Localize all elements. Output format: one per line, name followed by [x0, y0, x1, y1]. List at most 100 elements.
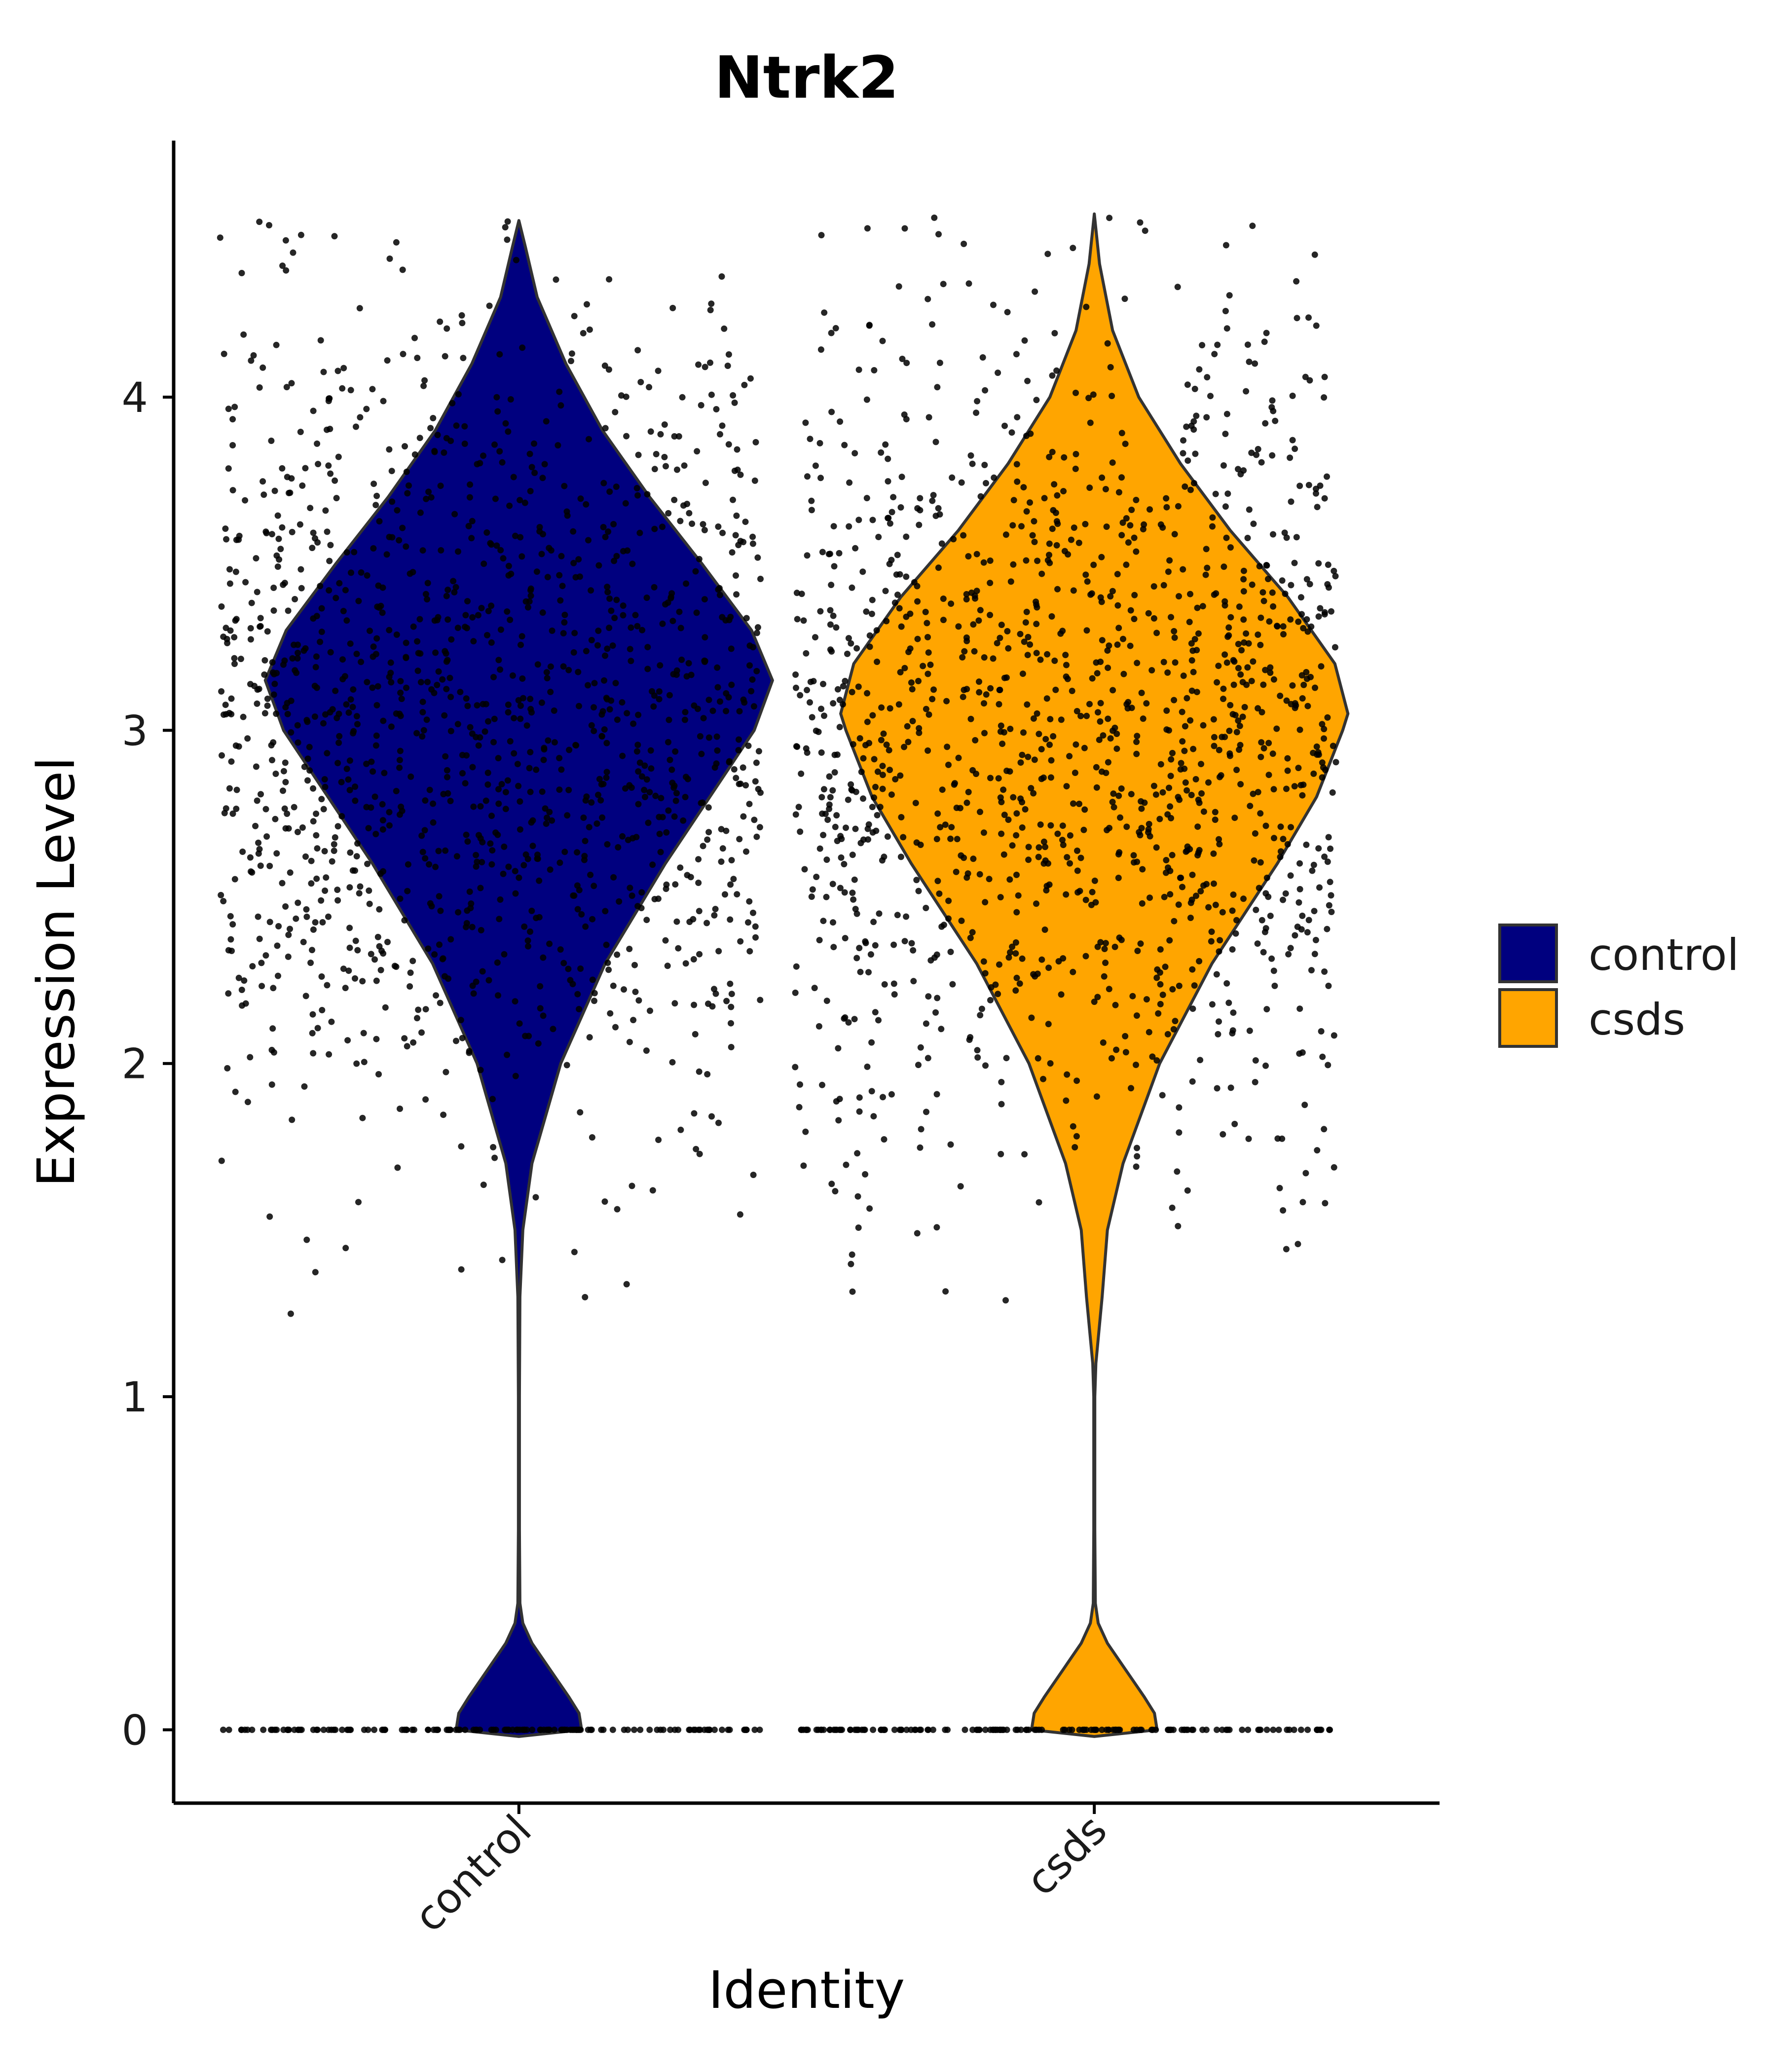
data-point: [719, 845, 726, 852]
data-point: [458, 1143, 465, 1150]
data-point: [604, 645, 611, 652]
data-point: [1100, 732, 1107, 739]
data-point: [1082, 571, 1089, 578]
data-point: [878, 704, 885, 711]
data-point: [1138, 690, 1145, 696]
data-point: [231, 655, 238, 662]
y-tick-label: 0: [122, 1706, 148, 1754]
data-point: [881, 981, 888, 988]
data-point: [1222, 431, 1229, 437]
data-point: [819, 1081, 825, 1088]
data-point: [1265, 893, 1272, 900]
data-point: [610, 874, 617, 881]
data-point: [755, 748, 762, 755]
data-point: [1331, 567, 1337, 574]
data-point: [502, 224, 509, 231]
data-point: [1094, 994, 1101, 1000]
data-point: [549, 628, 555, 634]
data-point: [287, 489, 294, 496]
data-point: [891, 599, 898, 606]
data-point: [557, 946, 564, 953]
data-point: [630, 720, 637, 727]
data-point: [1001, 422, 1008, 429]
data-point: [1328, 909, 1335, 915]
data-point: [547, 689, 554, 696]
data-point: [1153, 629, 1160, 636]
data-point: [1321, 735, 1327, 742]
data-point: [580, 814, 587, 821]
data-point: [1070, 1123, 1076, 1130]
data-point: [279, 465, 286, 472]
data-point: [490, 1144, 497, 1150]
data-point: [502, 789, 509, 796]
data-point: [1029, 532, 1036, 539]
data-point: [869, 517, 876, 523]
data-point: [463, 920, 470, 926]
data-point: [1190, 668, 1197, 675]
data-point: [1277, 848, 1284, 855]
data-point: [656, 830, 663, 837]
data-point: [589, 976, 596, 983]
data-point: [1280, 836, 1287, 843]
data-point: [898, 623, 905, 630]
data-point: [1233, 729, 1240, 736]
data-point: [1321, 394, 1328, 401]
data-point: [511, 750, 518, 757]
data-point: [1075, 539, 1082, 546]
data-point: [583, 501, 590, 508]
data-point: [488, 1726, 495, 1733]
data-point: [462, 780, 469, 787]
data-point: [1028, 1014, 1035, 1021]
data-point: [849, 689, 855, 696]
data-point: [724, 363, 731, 369]
data-point: [598, 1726, 605, 1733]
data-point: [932, 1009, 939, 1016]
data-point: [879, 857, 886, 864]
data-point: [469, 924, 476, 930]
data-point: [287, 869, 294, 876]
data-point: [643, 594, 650, 601]
data-point: [1325, 561, 1332, 568]
data-point: [527, 749, 534, 756]
data-point: [842, 935, 849, 942]
data-point: [1214, 341, 1221, 348]
data-point: [749, 644, 756, 651]
data-point: [355, 597, 362, 604]
data-point: [270, 1049, 277, 1056]
data-point: [714, 664, 721, 671]
data-point: [331, 233, 338, 240]
data-point: [563, 1062, 570, 1069]
data-point: [812, 634, 818, 641]
data-point: [539, 475, 546, 481]
data-point: [1260, 949, 1267, 956]
data-point: [310, 926, 317, 933]
data-point: [957, 1183, 964, 1190]
data-point: [1301, 1102, 1308, 1109]
data-point: [1252, 360, 1258, 367]
data-point: [987, 580, 994, 587]
data-point: [945, 761, 952, 768]
data-point: [933, 1091, 940, 1098]
data-point: [832, 325, 839, 332]
data-point: [1197, 1057, 1204, 1064]
data-point: [1240, 588, 1247, 595]
data-point: [275, 923, 282, 929]
data-point: [864, 1063, 871, 1070]
data-point: [313, 875, 320, 882]
data-point: [1153, 1057, 1160, 1064]
data-point: [1060, 842, 1067, 849]
data-point: [635, 768, 642, 775]
data-point: [1297, 782, 1304, 788]
data-point: [326, 1051, 333, 1058]
data-point: [800, 1162, 807, 1169]
data-point: [721, 325, 728, 332]
data-point: [792, 671, 799, 678]
data-point: [458, 1266, 465, 1273]
data-point: [848, 640, 854, 647]
data-point: [256, 935, 263, 942]
data-point: [1157, 1000, 1164, 1007]
data-point: [851, 876, 858, 883]
data-point: [1213, 971, 1220, 978]
data-point: [1192, 450, 1199, 457]
data-point: [287, 925, 293, 932]
